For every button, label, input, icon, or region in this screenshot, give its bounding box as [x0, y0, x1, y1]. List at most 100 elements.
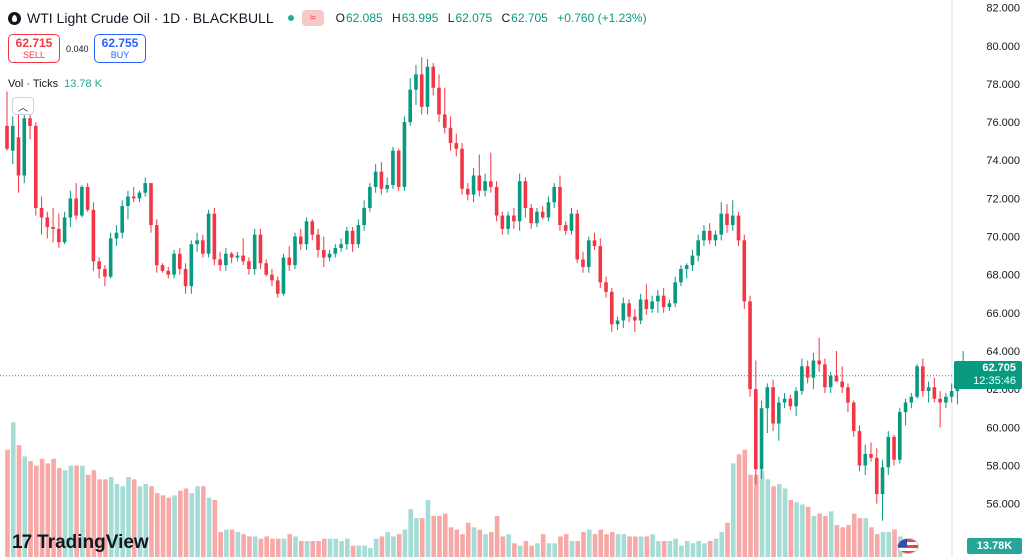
candle-body: [402, 122, 407, 187]
candle-body: [103, 268, 107, 277]
volume-legend-value: 13.78 K: [64, 78, 103, 90]
volume-bar: [201, 486, 206, 557]
candle-body: [725, 213, 729, 226]
volume-bar: [51, 458, 56, 557]
candle-body: [529, 207, 533, 224]
candle-body: [633, 316, 637, 321]
wave-icon[interactable]: ≈: [301, 10, 324, 26]
price-tick-label: 70.000: [986, 232, 1020, 244]
volume-bar: [160, 495, 166, 557]
candle-body: [719, 213, 724, 235]
volume-bar: [166, 497, 172, 557]
volume-bar: [322, 538, 327, 557]
volume-bar: [218, 531, 223, 557]
candle-body: [650, 301, 654, 310]
volume-bar: [235, 531, 241, 557]
volume-bar: [650, 534, 655, 557]
volume-bar: [638, 536, 644, 557]
volume-bar: [345, 538, 350, 557]
candle-body: [160, 265, 165, 271]
candle-body: [10, 125, 15, 151]
volume-bar: [627, 536, 632, 557]
volume-bar: [39, 458, 45, 557]
candle-body: [621, 303, 626, 321]
symbol-title[interactable]: WTI Light Crude Oil · 1D · BLACKBULL: [27, 10, 274, 26]
candle-body: [506, 215, 510, 229]
volume-bar: [517, 545, 523, 557]
volume-bar: [696, 541, 701, 557]
buy-button[interactable]: 62.755 BUY: [94, 34, 146, 63]
candle-body: [34, 125, 38, 208]
candle-body: [748, 301, 752, 390]
candle-body: [356, 225, 361, 245]
volume-bar: [817, 513, 822, 557]
volume-bar: [298, 541, 304, 557]
candle-body: [684, 265, 689, 269]
candle-body: [754, 389, 758, 470]
candle-body: [673, 282, 677, 304]
volume-bar: [448, 527, 454, 557]
last-price-tag: 62.705 12:35:46: [954, 361, 1022, 389]
candle-body: [252, 234, 257, 269]
candle-body: [777, 402, 781, 424]
candle-body: [817, 360, 821, 365]
volume-bar: [143, 483, 149, 557]
candle-body: [938, 398, 942, 403]
volume-bar: [310, 541, 316, 557]
volume-bar: [304, 541, 310, 557]
volume-bar: [529, 545, 534, 557]
candle-body: [149, 183, 153, 226]
candle-body: [494, 186, 499, 216]
volume-bar: [431, 515, 437, 557]
volume-bar: [402, 529, 408, 557]
candle-body: [229, 253, 234, 258]
volume-bar: [765, 479, 771, 557]
sell-button[interactable]: 62.715 SELL: [8, 34, 60, 63]
candle-body: [586, 240, 591, 268]
volume-bar: [569, 541, 575, 557]
candle-body: [247, 261, 251, 269]
volume-bar: [788, 499, 794, 557]
candle-body: [345, 230, 349, 245]
candle-body: [120, 206, 124, 233]
volume-bar: [91, 470, 97, 557]
volume-bar: [137, 486, 143, 557]
volume-bar: [126, 477, 131, 557]
candle-body: [886, 436, 891, 468]
volume-bar: [535, 543, 540, 557]
candle-body: [293, 236, 297, 266]
volume-bar: [707, 541, 713, 557]
candle-body: [206, 213, 211, 254]
candle-body: [667, 303, 672, 308]
logo-text: TradingView: [37, 532, 149, 553]
candle-body: [782, 398, 787, 403]
volume-bar: [598, 529, 604, 557]
volume-bar: [57, 467, 62, 557]
candle-body: [869, 453, 873, 458]
tradingview-logo[interactable]: 17 TradingView: [12, 532, 149, 554]
volume-bar: [68, 465, 74, 557]
volume-bar: [667, 541, 673, 557]
volume-legend[interactable]: Vol · Ticks 13.78 K: [8, 78, 102, 90]
chevron-up-icon[interactable]: ︿: [12, 97, 34, 115]
candle-body: [137, 192, 142, 199]
price-tick-label: 80.000: [986, 41, 1020, 53]
volume-bar: [287, 534, 293, 557]
price-tick-label: 76.000: [986, 117, 1020, 129]
volume-bar: [368, 547, 373, 557]
volume-bar: [212, 499, 218, 557]
volume-bar: [477, 529, 483, 557]
volume-bar: [656, 541, 661, 557]
candle-body: [535, 211, 539, 224]
volume-bar: [719, 531, 725, 557]
volume-bar: [74, 465, 79, 557]
candle-body: [39, 207, 44, 218]
candle-body: [569, 213, 574, 231]
candle-body: [425, 66, 430, 107]
volume-bar: [615, 534, 621, 557]
us-flag-icon[interactable]: [897, 538, 919, 554]
low-label: L: [447, 11, 455, 25]
volume-bar: [604, 534, 609, 557]
candle-body: [385, 185, 389, 189]
